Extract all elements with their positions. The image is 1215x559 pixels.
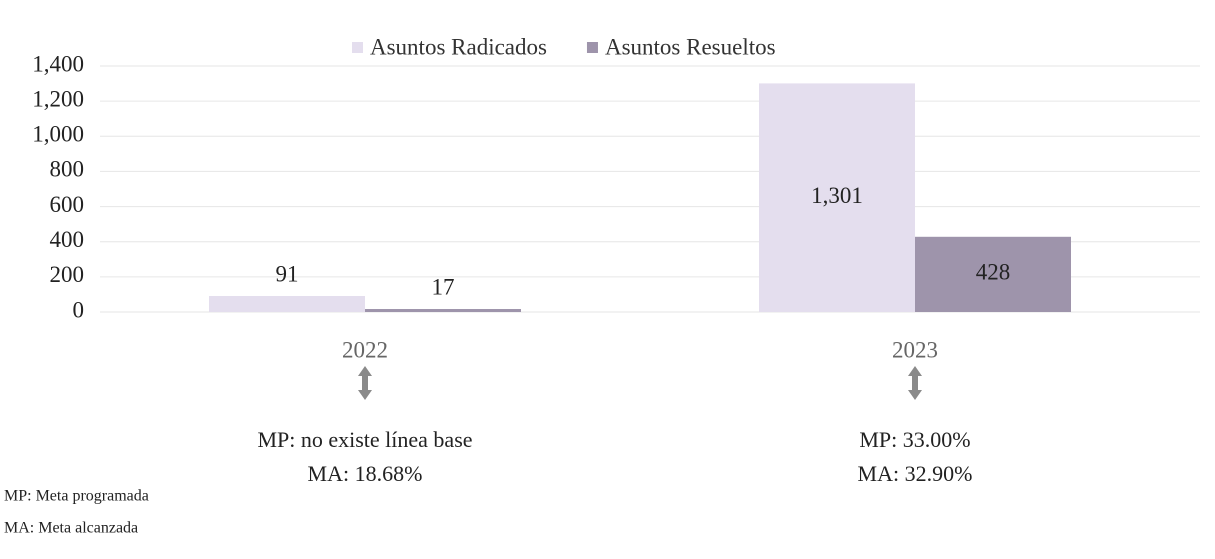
y-tick-label: 0	[73, 297, 85, 322]
bar	[365, 309, 521, 312]
y-tick-label: 600	[50, 192, 85, 217]
legend-swatch	[352, 42, 363, 53]
bar	[209, 296, 365, 312]
data-label: 1,301	[811, 183, 863, 208]
legend-label: Asuntos Resueltos	[605, 34, 776, 59]
legend-swatch	[586, 42, 598, 53]
x-tick-label: 2022	[342, 337, 388, 362]
footnote: MA: Meta alcanzada	[4, 520, 138, 537]
category-note: MP: no existe línea base	[257, 427, 472, 452]
y-tick-label: 1,400	[32, 51, 84, 76]
arrow	[908, 366, 922, 400]
y-tick-label: 1,000	[32, 122, 84, 147]
arrow	[358, 366, 372, 400]
data-label: 428	[976, 260, 1011, 285]
legend-label: Asuntos Radicados	[370, 34, 547, 59]
y-tick-label: 200	[50, 262, 85, 287]
x-tick-label: 2023	[892, 337, 938, 362]
footnote: MP: Meta programada	[4, 488, 149, 505]
bar	[759, 83, 915, 312]
bar	[915, 236, 1071, 312]
category-note: MA: 18.68%	[308, 461, 423, 486]
data-label: 17	[432, 274, 455, 299]
y-tick-label: 800	[50, 157, 85, 182]
y-tick-label: 400	[50, 227, 85, 252]
y-tick-label: 1,200	[32, 86, 84, 111]
category-note: MP: 33.00%	[859, 427, 970, 452]
category-note: MA: 32.90%	[858, 461, 973, 486]
data-label: 91	[276, 261, 299, 286]
